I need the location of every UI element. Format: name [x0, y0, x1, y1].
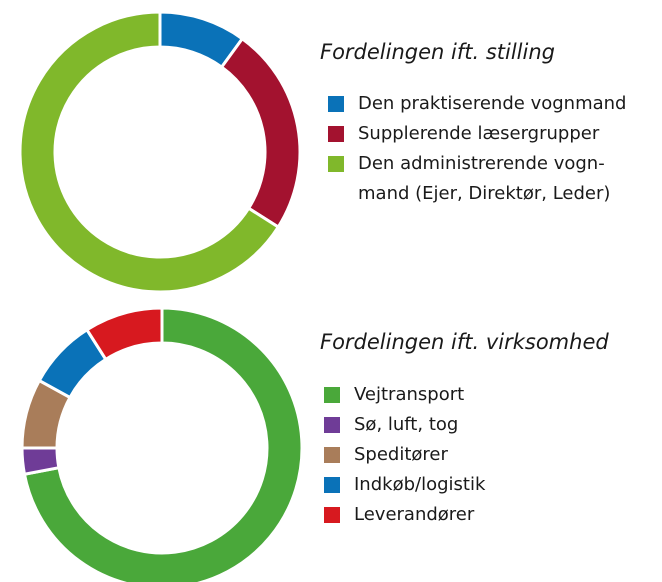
- legend-label: Den praktiserende vognmand: [358, 93, 627, 114]
- legend-label: Vejtransport: [354, 384, 465, 405]
- legend-item: Den praktiserende vognmand: [328, 89, 627, 119]
- donut-slice: [219, 36, 302, 230]
- legend-label: Sø, luft, tog: [354, 414, 459, 435]
- donut-slice: [84, 306, 164, 362]
- legend-label: Leverandører: [354, 504, 475, 525]
- legend-swatch: [328, 96, 344, 112]
- legend-swatch: [328, 126, 344, 142]
- legend-swatch: [324, 417, 340, 433]
- chart-title: Fordelingen ift. stilling: [320, 40, 555, 64]
- legend-swatch: [324, 477, 340, 493]
- donut-slice: [22, 306, 304, 582]
- legend-label: Speditører: [354, 444, 448, 465]
- legend-item: Leverandører: [324, 500, 475, 530]
- legend-label: Den administrerende vogn- mand (Ejer, Di…: [358, 153, 611, 204]
- legend-label: Indkøb/logistik: [354, 474, 486, 495]
- legend-item: Vejtransport: [324, 380, 465, 410]
- legend-item: Supplerende læsergrupper: [328, 119, 600, 149]
- legend-item: Indkøb/logistik: [324, 470, 486, 500]
- legend-swatch: [324, 507, 340, 523]
- donut-slice: [18, 10, 281, 294]
- legend-label: Supplerende læsergrupper: [358, 123, 600, 144]
- legend-swatch: [324, 447, 340, 463]
- legend-swatch: [328, 156, 344, 172]
- chart-title: Fordelingen ift. virksomhed: [320, 330, 609, 354]
- legend-item: Speditører: [324, 440, 448, 470]
- legend-item: Den administrerende vogn- mand (Ejer, Di…: [328, 149, 611, 209]
- legend-swatch: [324, 387, 340, 403]
- legend-item: Sø, luft, tog: [324, 410, 459, 440]
